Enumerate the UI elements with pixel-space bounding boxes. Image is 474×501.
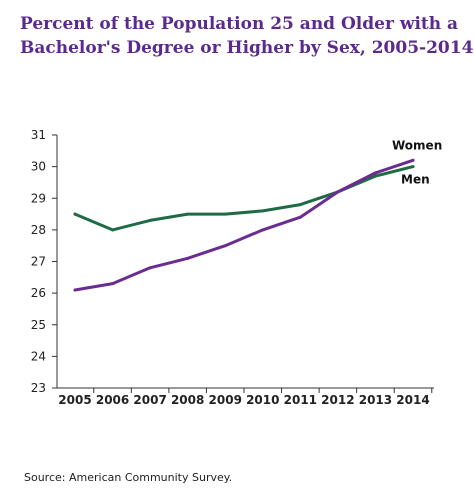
chart-title-line-2: Bachelor's Degree or Higher by Sex, 2005… — [20, 38, 474, 58]
y-tick-label: 23 — [31, 381, 46, 395]
data-point-men — [148, 218, 152, 222]
data-point-women — [111, 282, 115, 286]
y-tick-label: 27 — [31, 255, 46, 269]
data-point-women — [373, 171, 377, 175]
data-point-women — [336, 190, 340, 194]
x-tick-label: 2009 — [209, 393, 242, 407]
x-tick-label: 2008 — [171, 393, 204, 407]
y-tick-label: 24 — [31, 349, 46, 363]
series-line-women — [73, 158, 415, 292]
data-point-men — [298, 203, 302, 207]
data-point-women — [148, 266, 152, 270]
y-tick-label: 29 — [31, 191, 46, 205]
series-label-men: Men — [401, 173, 430, 187]
y-tick-label: 26 — [31, 286, 46, 300]
data-point-women — [411, 158, 415, 162]
source-note: Source: American Community Survey. — [24, 471, 233, 484]
series-label-women: Women — [392, 138, 442, 152]
x-tick-label: 2013 — [359, 393, 392, 407]
series-line-men — [73, 165, 415, 232]
data-point-women — [261, 228, 265, 232]
data-point-men — [261, 209, 265, 213]
data-point-women — [186, 256, 190, 260]
x-tick-label: 2011 — [284, 393, 317, 407]
data-point-men — [111, 228, 115, 232]
x-tick-label: 2006 — [96, 393, 129, 407]
chart-title: Percent of the Population 25 and Older w… — [20, 12, 474, 60]
x-tick-label: 2005 — [58, 393, 91, 407]
y-tick-label: 31 — [31, 128, 46, 142]
data-point-men — [411, 165, 415, 169]
x-tick-label: 2014 — [396, 393, 429, 407]
data-point-men — [223, 212, 227, 216]
x-tick-label: 2012 — [321, 393, 354, 407]
x-tick-label: 2010 — [246, 393, 279, 407]
data-point-women — [298, 215, 302, 219]
y-tick-label: 30 — [31, 160, 46, 174]
y-tick-label: 25 — [31, 318, 46, 332]
x-tick-label: 2007 — [133, 393, 166, 407]
data-point-men — [373, 174, 377, 178]
data-point-men — [73, 212, 77, 216]
y-tick-label: 28 — [31, 223, 46, 237]
data-point-men — [186, 212, 190, 216]
chart-title-line-1: Percent of the Population 25 and Older w… — [20, 14, 459, 34]
data-point-women — [223, 244, 227, 248]
data-point-women — [73, 288, 77, 292]
